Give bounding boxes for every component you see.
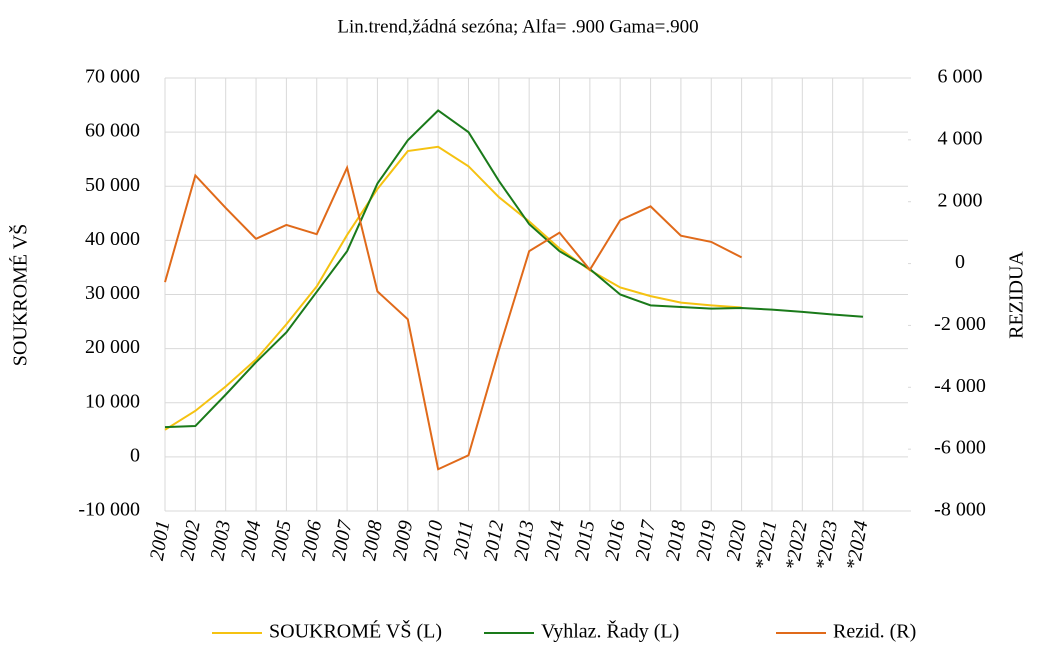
y2-tick-label: 2 000 bbox=[938, 189, 983, 211]
y-tick-label: 70 000 bbox=[85, 66, 140, 88]
x-tick-label: 2017 bbox=[631, 518, 660, 562]
y2-axis-label: REZIDUA bbox=[1006, 251, 1028, 339]
series-line bbox=[164, 164, 743, 471]
x-tick-label: 2019 bbox=[692, 519, 721, 562]
x-tick-label: 2010 bbox=[419, 519, 448, 562]
y2-tick-label: -4 000 bbox=[934, 375, 986, 397]
y2-tick-label: -8 000 bbox=[934, 499, 986, 521]
legend-label: Rezid. (R) bbox=[833, 621, 916, 643]
x-tick-label: 2012 bbox=[480, 519, 509, 562]
y-tick-label: 0 bbox=[130, 444, 140, 466]
y2-tick-label: 4 000 bbox=[938, 127, 983, 149]
x-tick-label: 2008 bbox=[358, 519, 387, 562]
y-tick-label: 30 000 bbox=[85, 282, 140, 304]
x-tick-label: 2013 bbox=[510, 519, 539, 562]
x-tick-label: 2011 bbox=[450, 519, 478, 561]
y-axis-label: SOUKROMÉ VŠ bbox=[8, 224, 32, 366]
y2-tick-label: 6 000 bbox=[938, 66, 983, 88]
chart-title: Lin.trend,žádná sezóna; Alfa= .900 Gama=… bbox=[337, 16, 698, 37]
x-tick-label: *2024 bbox=[842, 519, 872, 572]
y2-tick-label: 0 bbox=[955, 251, 965, 273]
legend-label: SOUKROMÉ VŠ (L) bbox=[269, 619, 442, 643]
x-tick-label: 2018 bbox=[662, 519, 691, 562]
series-line bbox=[164, 109, 864, 429]
y-tick-label: 10 000 bbox=[85, 390, 140, 412]
x-tick-label: 2015 bbox=[571, 519, 600, 562]
y2-tick-label: -2 000 bbox=[934, 313, 986, 335]
x-tick-label: 2009 bbox=[389, 519, 418, 562]
x-tick-label: *2022 bbox=[781, 519, 811, 572]
y2-tick-label: -6 000 bbox=[934, 437, 986, 459]
y-tick-label: 20 000 bbox=[85, 336, 140, 358]
x-tick-label: 2014 bbox=[540, 519, 569, 562]
y-tick-label: 50 000 bbox=[85, 174, 140, 196]
series-line bbox=[164, 145, 742, 431]
x-tick-label: *2023 bbox=[812, 519, 842, 572]
x-tick-label: 2016 bbox=[601, 519, 630, 562]
x-tick-label: 2001 bbox=[146, 519, 175, 562]
legend-label: Vyhlaz. Řady (L) bbox=[541, 620, 679, 643]
x-tick-label: 2006 bbox=[298, 519, 327, 562]
y-tick-label: 60 000 bbox=[85, 120, 140, 142]
x-tick-label: *2021 bbox=[751, 519, 781, 572]
y-tick-label: 40 000 bbox=[85, 228, 140, 250]
x-tick-label: 2003 bbox=[207, 519, 236, 562]
x-tick-label: 2002 bbox=[176, 519, 205, 562]
x-tick-label: 2004 bbox=[237, 519, 266, 562]
y-tick-label: -10 000 bbox=[78, 499, 140, 521]
x-tick-label: 2007 bbox=[328, 518, 357, 562]
x-tick-label: 2020 bbox=[722, 519, 751, 562]
x-tick-label: 2005 bbox=[267, 519, 296, 562]
